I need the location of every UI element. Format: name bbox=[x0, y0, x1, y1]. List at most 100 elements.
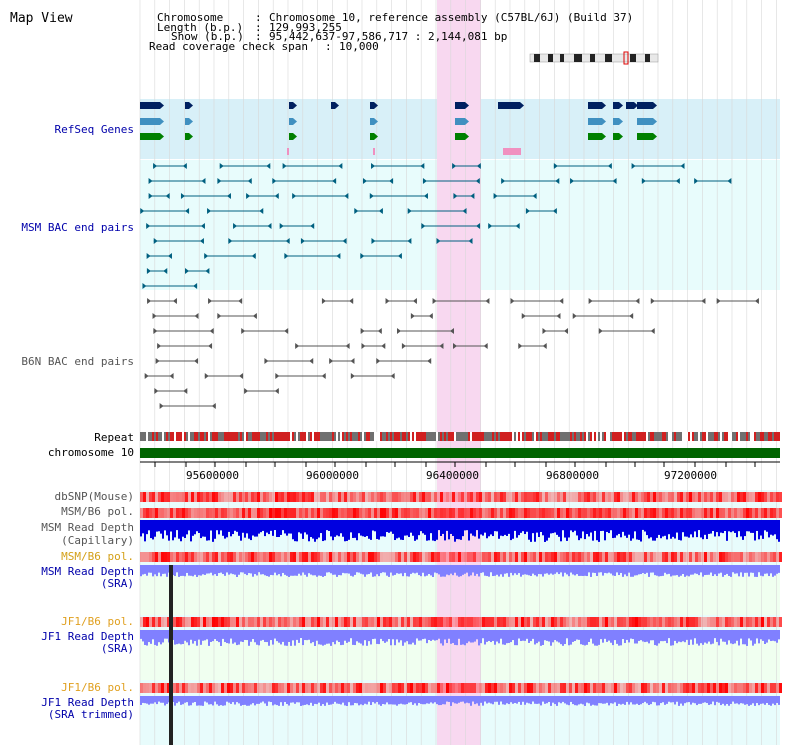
bac-end bbox=[154, 388, 159, 394]
depth-bar bbox=[720, 630, 722, 639]
msm-b6-pol-label[interactable]: MSM/B6 pol. bbox=[61, 505, 134, 518]
gene-arrow bbox=[374, 102, 378, 109]
msm-depth-cap-label[interactable]: MSM Read Depth bbox=[41, 521, 134, 534]
depth-bar bbox=[216, 696, 218, 705]
bac-end bbox=[483, 343, 488, 349]
depth-bar bbox=[424, 565, 426, 577]
depth-bar bbox=[242, 565, 244, 573]
jf1-depth-sra-label[interactable]: JF1 Read Depth bbox=[41, 630, 134, 643]
jf1-depth-trim-label[interactable]: JF1 Read Depth bbox=[41, 696, 134, 709]
depth-bar bbox=[576, 696, 578, 706]
depth-bar bbox=[512, 630, 514, 641]
depth-bar bbox=[718, 520, 720, 537]
depth-bar bbox=[530, 630, 532, 642]
depth-bar bbox=[174, 520, 176, 538]
depth-bar bbox=[672, 696, 674, 703]
msm-depth-sra-label[interactable]: MSM Read Depth bbox=[41, 565, 134, 578]
depth-bar bbox=[696, 696, 698, 706]
repeat-mark bbox=[410, 432, 412, 441]
pol-cell bbox=[455, 492, 458, 502]
pol-cell bbox=[215, 508, 218, 518]
depth-bar bbox=[258, 630, 260, 646]
bac-end bbox=[432, 298, 437, 304]
depth-bar bbox=[284, 696, 286, 702]
pol-cell bbox=[224, 492, 227, 502]
depth-bar bbox=[778, 565, 780, 573]
bac-end bbox=[153, 238, 158, 244]
pol-cell bbox=[332, 552, 335, 562]
pol-cell bbox=[467, 492, 470, 502]
pol-cell bbox=[239, 683, 242, 693]
pol-cell bbox=[245, 683, 248, 693]
repeat-mark bbox=[372, 432, 374, 441]
pol-cell bbox=[359, 617, 362, 627]
depth-bar bbox=[380, 520, 382, 537]
pol-cell bbox=[458, 492, 461, 502]
repeat-mark bbox=[284, 432, 286, 441]
pol-cell bbox=[731, 492, 734, 502]
repeat-mark bbox=[498, 432, 500, 441]
depth-bar bbox=[246, 630, 248, 641]
depth-bar bbox=[738, 630, 740, 646]
msm-bac-label[interactable]: MSM BAC end pairs bbox=[21, 221, 134, 234]
pol-cell bbox=[677, 683, 680, 693]
pol-cell bbox=[539, 683, 542, 693]
repeat-mark bbox=[466, 432, 468, 441]
depth-bar bbox=[316, 520, 318, 540]
pol-cell bbox=[371, 617, 374, 627]
depth-bar bbox=[714, 696, 716, 706]
pol-cell bbox=[575, 492, 578, 502]
pol-cell bbox=[176, 552, 179, 562]
depth-bar bbox=[186, 696, 188, 703]
pol-cell bbox=[653, 552, 656, 562]
depth-bar bbox=[694, 630, 696, 639]
dbsnp-label[interactable]: dbSNP(Mouse) bbox=[54, 490, 134, 503]
depth-bar bbox=[688, 565, 690, 577]
gene bbox=[637, 133, 653, 140]
pol-cell bbox=[263, 683, 266, 693]
depth-bar bbox=[412, 520, 414, 536]
pol-cell bbox=[557, 552, 560, 562]
repeat-mark bbox=[436, 432, 438, 441]
repeat-label[interactable]: Repeat bbox=[94, 431, 134, 444]
depth-bar bbox=[244, 630, 246, 640]
refseq-label[interactable]: RefSeq Genes bbox=[54, 123, 134, 136]
depth-bar bbox=[584, 520, 586, 540]
bac-end bbox=[321, 373, 326, 379]
depth-bar bbox=[572, 630, 574, 642]
depth-bar bbox=[200, 630, 202, 645]
msm-b6-pol-2-label[interactable]: MSM/B6 pol. bbox=[61, 550, 134, 563]
depth-bar bbox=[660, 630, 662, 642]
repeat-mark bbox=[546, 432, 548, 441]
pol-cell bbox=[383, 552, 386, 562]
depth-bar bbox=[396, 696, 398, 706]
bac-end bbox=[274, 388, 279, 394]
depth-bar bbox=[740, 565, 742, 573]
depth-bar bbox=[268, 520, 270, 535]
pol-cell bbox=[602, 617, 605, 627]
b6n-bac-label[interactable]: B6N BAC end pairs bbox=[21, 355, 134, 368]
depth-bar bbox=[554, 630, 556, 641]
repeat-mark bbox=[286, 432, 288, 441]
bac-end bbox=[147, 298, 152, 304]
pol-cell bbox=[257, 683, 260, 693]
show-label: Show (b.p.) bbox=[171, 30, 244, 43]
pol-cell bbox=[650, 552, 653, 562]
jf1-b6-pol-label[interactable]: JF1/B6 pol. bbox=[61, 615, 134, 628]
pol-cell bbox=[347, 552, 350, 562]
depth-bar bbox=[608, 696, 610, 706]
pol-cell bbox=[152, 552, 155, 562]
bac-end bbox=[159, 403, 164, 409]
pol-cell bbox=[464, 683, 467, 693]
depth-bar bbox=[554, 696, 556, 705]
jf1-b6-pol-2-label[interactable]: JF1/B6 pol. bbox=[61, 681, 134, 694]
depth-bar bbox=[408, 696, 410, 703]
depth-bar bbox=[540, 630, 542, 646]
pol-cell bbox=[140, 683, 143, 693]
pol-cell bbox=[161, 552, 164, 562]
pol-cell bbox=[179, 683, 182, 693]
pol-cell bbox=[215, 552, 218, 562]
pol-cell bbox=[761, 508, 764, 518]
depth-bar bbox=[338, 520, 340, 537]
depth-bar bbox=[520, 630, 522, 642]
